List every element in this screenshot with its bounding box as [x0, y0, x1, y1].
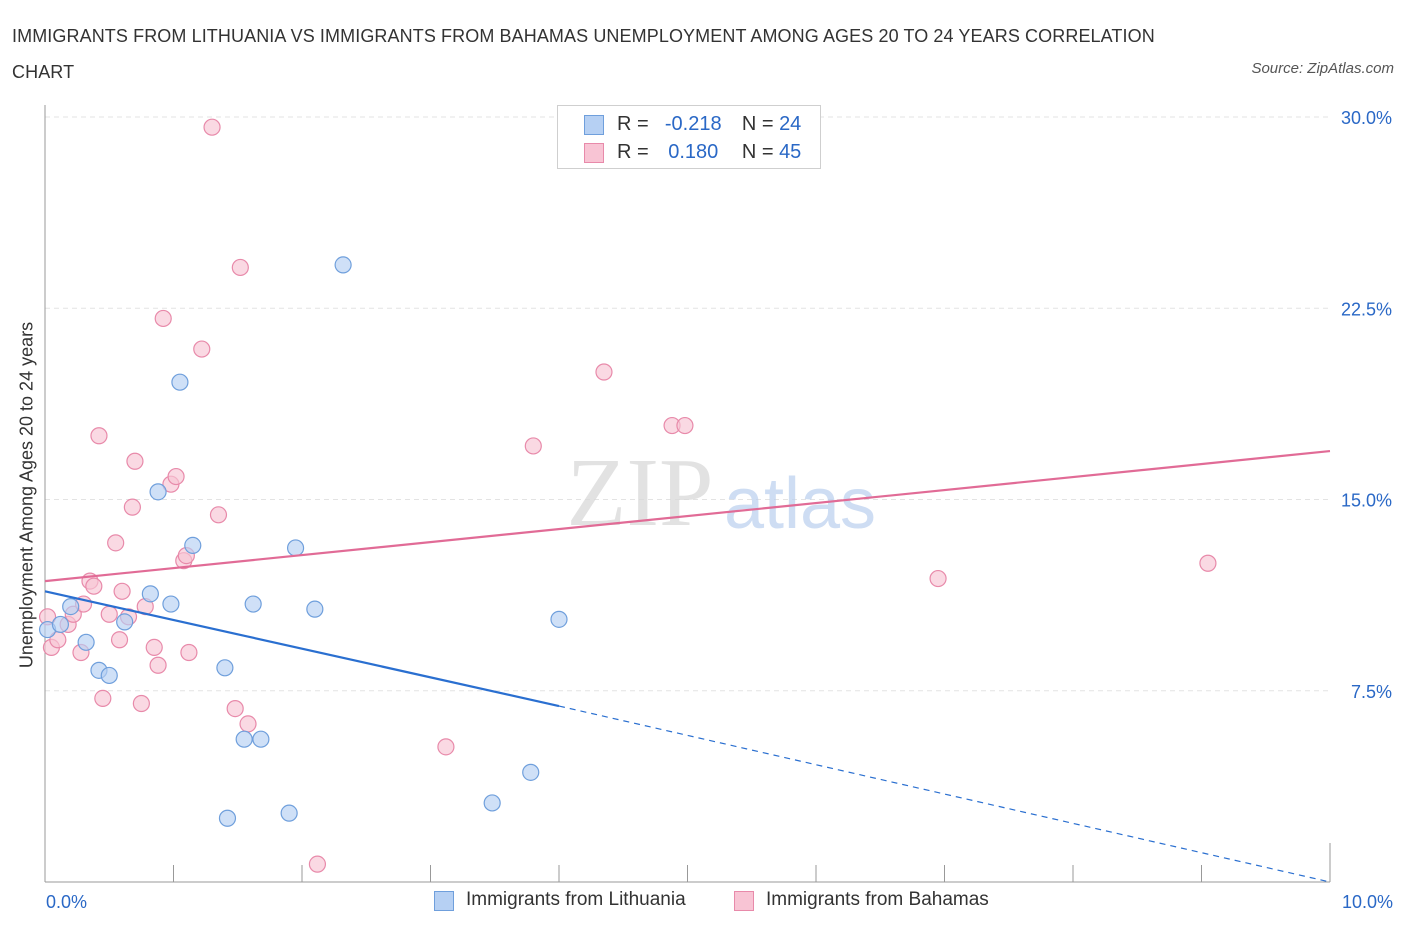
point-bahamas: [308, 855, 327, 873]
point-bahamas: [126, 452, 144, 470]
y-tick-label: 15.0%: [1341, 491, 1392, 511]
point-bahamas: [132, 694, 150, 713]
point-bahamas: [231, 258, 249, 277]
legend-label: Immigrants from Lithuania: [466, 889, 686, 910]
tick-labels: 7.5% 15.0% 22.5% 30.0% 0.0% 10.0%: [46, 108, 1393, 912]
point-bahamas: [100, 605, 118, 623]
point-bahamas: [167, 467, 185, 486]
point-lithuania: [286, 539, 305, 557]
point-lithuania: [483, 794, 501, 812]
trend-line-bahamas: [44, 449, 1331, 583]
legend-n-value: 24: [779, 113, 802, 135]
legend-n-value: 45: [779, 141, 802, 163]
point-bahamas: [85, 577, 103, 595]
point-bahamas: [107, 534, 125, 552]
axes: [44, 105, 1331, 883]
point-bahamas: [154, 309, 172, 328]
trend-lines: [44, 449, 1331, 883]
y-tick-label: 22.5%: [1341, 299, 1392, 319]
point-lithuania: [141, 585, 159, 603]
point-bahamas: [149, 656, 167, 674]
point-lithuania: [162, 595, 180, 613]
legend-swatch-pink: [734, 891, 754, 911]
point-lithuania: [522, 763, 540, 781]
legend-swatch-pink: [584, 143, 604, 163]
point-lithuania: [550, 610, 568, 628]
point-bahamas: [90, 427, 108, 445]
trend-line-lithuania-extension: [558, 705, 1331, 883]
legend-swatch-blue: [434, 891, 454, 911]
legend-r-label: R =: [617, 141, 649, 163]
correlation-legend: R = -0.218 N = 24 R = 0.180 N = 45: [557, 105, 821, 169]
point-bahamas: [123, 498, 141, 516]
y-axis-label: Unemployment Among Ages 20 to 24 years: [16, 321, 37, 669]
point-lithuania: [171, 373, 189, 391]
point-lithuania: [77, 633, 95, 651]
chart-title: IMMIGRANTS FROM LITHUANIA VS IMMIGRANTS …: [12, 26, 1155, 82]
trend-line-lithuania: [44, 590, 560, 708]
point-bahamas: [226, 699, 244, 718]
point-lithuania: [306, 600, 324, 618]
point-bahamas: [676, 416, 694, 435]
x-tick-label: 10.0%: [1342, 892, 1393, 912]
point-lithuania: [252, 730, 270, 748]
point-lithuania: [184, 536, 202, 555]
point-lithuania: [216, 659, 234, 677]
y-tick-label: 30.0%: [1341, 108, 1392, 128]
x-tick-label: 0.0%: [46, 892, 87, 912]
point-bahamas: [145, 638, 163, 657]
point-lithuania: [218, 809, 237, 827]
legend-n-label: N =: [741, 141, 774, 163]
point-bahamas: [110, 631, 129, 649]
legend-r-label: R =: [617, 113, 649, 135]
point-lithuania: [51, 615, 70, 634]
point-bahamas: [94, 689, 112, 708]
point-lithuania: [62, 597, 80, 616]
point-bahamas: [524, 437, 542, 455]
point-lithuania: [334, 256, 352, 274]
point-lithuania: [149, 483, 167, 501]
point-bahamas: [193, 340, 211, 358]
point-bahamas: [209, 506, 228, 524]
legend-r-value: -0.218: [664, 113, 722, 135]
source-label: Source: ZipAtlas.com: [1251, 60, 1394, 77]
watermark-zip: ZIP: [567, 439, 714, 547]
legend-swatch-blue: [584, 115, 604, 135]
point-bahamas: [437, 738, 455, 756]
point-lithuania: [116, 613, 134, 631]
point-bahamas: [929, 569, 947, 588]
point-bahamas: [203, 118, 221, 136]
y-tick-label: 7.5%: [1351, 682, 1392, 702]
point-lithuania: [100, 666, 118, 685]
gridlines: [45, 116, 1330, 692]
point-lithuania: [235, 730, 253, 748]
data-points: [38, 118, 1217, 873]
point-bahamas: [595, 363, 613, 381]
point-bahamas: [1199, 554, 1217, 572]
point-bahamas: [180, 643, 198, 662]
point-lithuania: [244, 595, 262, 613]
legend-n-label: N =: [741, 113, 774, 135]
legend-r-value: 0.180: [668, 141, 719, 163]
legend-label: Immigrants from Bahamas: [766, 889, 989, 910]
point-lithuania: [280, 804, 298, 822]
point-bahamas: [239, 715, 257, 733]
point-bahamas: [113, 582, 131, 600]
